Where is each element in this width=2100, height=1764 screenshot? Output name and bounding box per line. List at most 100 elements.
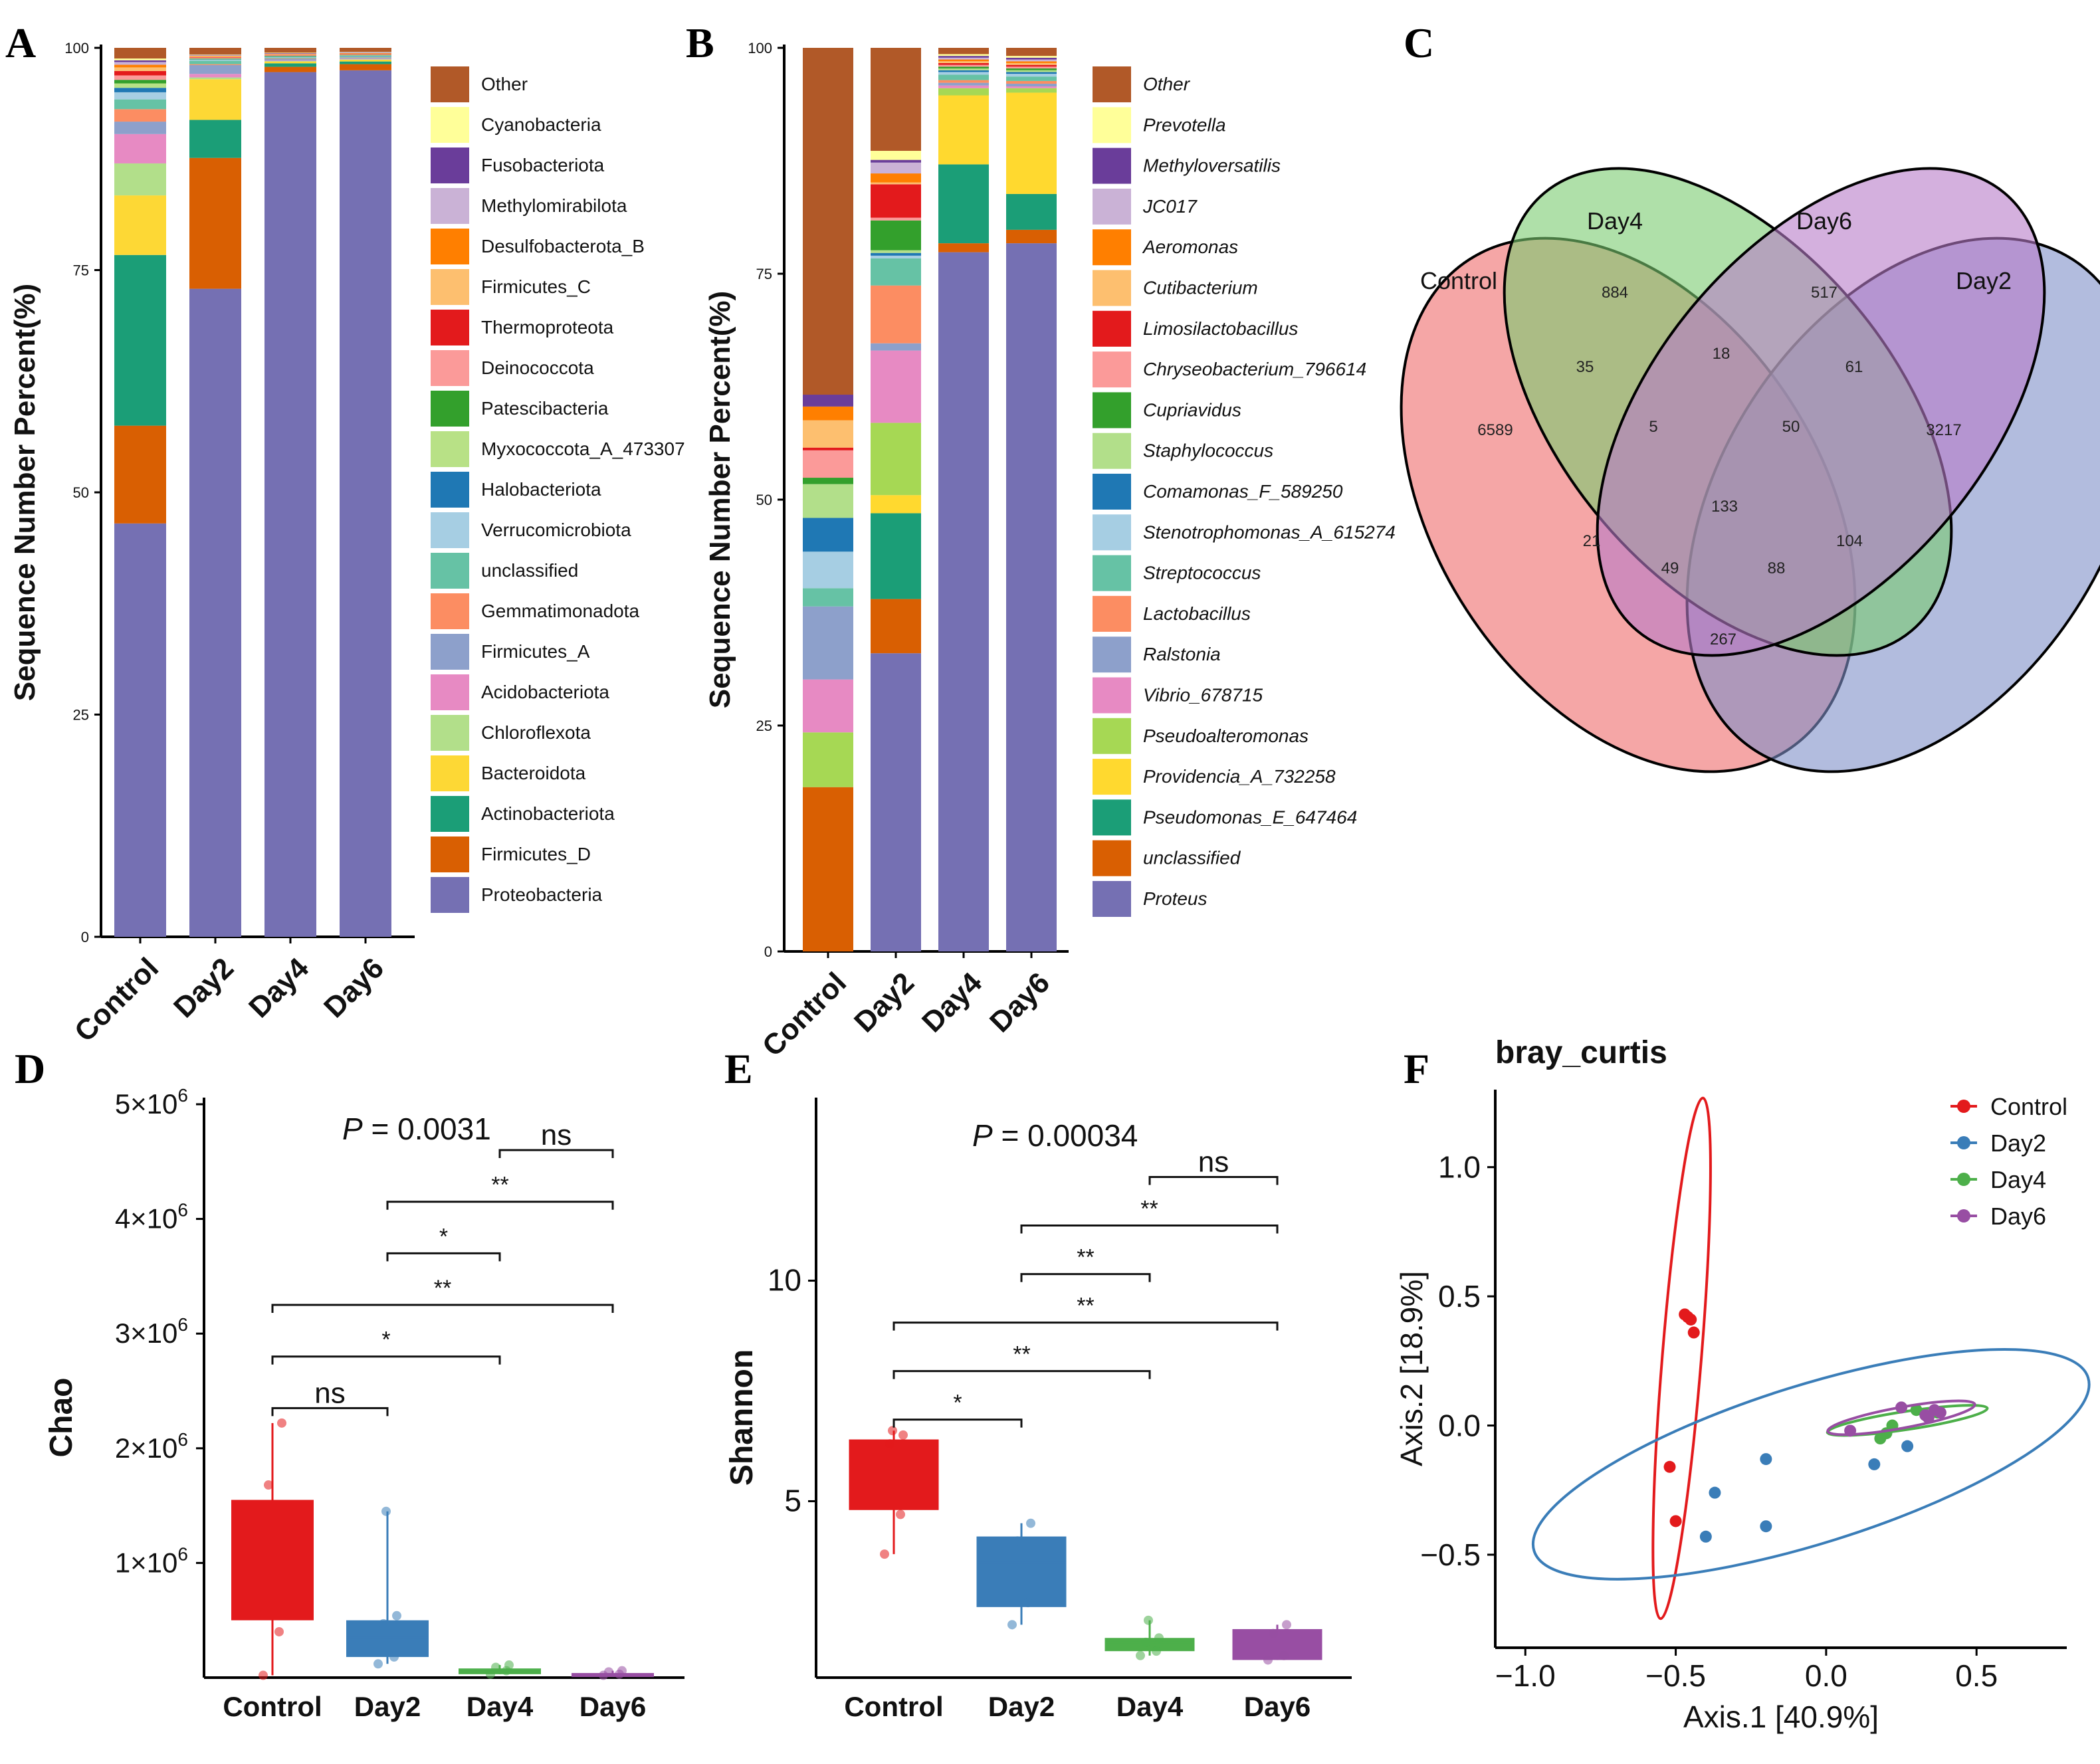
legend-swatch: [431, 674, 469, 710]
bar-segment: [803, 447, 853, 450]
x-tick-label: Day6: [318, 951, 390, 1024]
significance-bracket: [271, 1304, 614, 1314]
legend-label: Aeromonas: [1142, 237, 1238, 257]
bar-segment: [189, 48, 241, 54]
y-tick-times-ten: ×10: [130, 1547, 177, 1578]
confidence-ellipse: [1651, 1096, 1712, 1620]
data-point: [617, 1666, 627, 1676]
data-point: [604, 1667, 613, 1677]
bar-segment: [871, 48, 921, 151]
y-tick-label: 4×106: [115, 1200, 188, 1234]
bar-segment: [938, 74, 989, 80]
data-point: [1263, 1655, 1273, 1665]
legend-label: Day6: [1990, 1203, 2046, 1230]
data-point: [1154, 1633, 1164, 1643]
box-iqr: [849, 1439, 939, 1510]
y-tick-exponent: 6: [177, 1085, 188, 1106]
legend-label: Staphylococcus: [1143, 441, 1273, 461]
significance-label: ns: [1198, 1146, 1229, 1179]
bar-segment: [264, 52, 316, 53]
bar-segment: [264, 60, 316, 61]
legend-swatch: [1093, 799, 1131, 836]
bar-segment: [114, 70, 166, 76]
legend-label: Other: [481, 74, 528, 94]
significance-bracket: [386, 1201, 614, 1210]
venn-region-count: 517: [1811, 284, 1838, 302]
legend-swatch: [1093, 555, 1131, 591]
scatter-point: [1687, 1326, 1700, 1339]
legend-label: Cyanobacteria: [481, 114, 601, 135]
bar-segment: [938, 57, 989, 60]
legend-marker: [1957, 1173, 1970, 1186]
venn-region-count: 61: [1845, 358, 1863, 376]
x-tick-label: Day2: [167, 951, 240, 1024]
scatter-point: [1663, 1460, 1676, 1473]
data-point: [379, 1618, 388, 1628]
legend-label: Day2: [1990, 1129, 2046, 1157]
panel-c-venn: Control Day4 Day6 Day2 6589 884 517 3217 35 18 61 5…: [1400, 167, 2100, 773]
bar-segment: [871, 653, 921, 951]
bar-segment: [1006, 62, 1057, 65]
bar-segment: [871, 285, 921, 343]
y-tick-label: 0: [764, 943, 772, 960]
y-tick-label: 10: [768, 1263, 801, 1298]
y-tick-mantissa: 4: [115, 1203, 130, 1234]
panel-e-shannon-boxplot: 5 10 Shannon P = 0.00034 Control Day2 Day4 Day6…: [724, 1098, 1352, 1722]
legend-label: Vibrio_678715: [1143, 685, 1263, 706]
venn-region-count: 18: [1713, 345, 1731, 363]
x-tick-label: −1.0: [1495, 1658, 1556, 1693]
bar-segment: [264, 61, 316, 64]
bar-segment: [340, 52, 391, 54]
legend-label: Providencia_A_732258: [1143, 766, 1336, 787]
data-point: [1007, 1620, 1017, 1630]
y-tick-label: 100: [64, 40, 89, 56]
bar-segment: [340, 52, 391, 53]
bar-segment: [340, 61, 391, 64]
bar-segment: [114, 425, 166, 524]
scatter-point: [1844, 1424, 1857, 1437]
bar-segment: [938, 70, 989, 72]
data-point: [392, 1611, 401, 1620]
data-point: [1023, 1598, 1033, 1608]
significance-label: *: [381, 1327, 390, 1353]
x-tick-label: Day6: [984, 966, 1056, 1038]
y-tick-label: 0.5: [1438, 1279, 1481, 1314]
legend-swatch: [1093, 229, 1131, 266]
venn-region-count: 884: [1602, 284, 1628, 302]
y-tick-label: 25: [73, 707, 89, 724]
venn-region-count: 49: [1661, 559, 1679, 577]
y-tick-label: 1.0: [1438, 1150, 1481, 1185]
panel-label-b: B: [686, 19, 714, 66]
bar-segment: [871, 182, 921, 185]
legend-swatch: [1093, 433, 1131, 469]
bar-segment: [871, 173, 921, 183]
box-iqr: [231, 1500, 314, 1620]
y-axis-title: Axis.2 [18.9%]: [1394, 1271, 1429, 1466]
bar-segment: [189, 58, 241, 59]
data-point: [1141, 1637, 1150, 1647]
bar-segment: [264, 56, 316, 57]
legend-swatch: [1093, 881, 1131, 917]
y-tick-times-ten: ×10: [130, 1203, 177, 1234]
bar-segment: [938, 82, 989, 86]
scatter-point: [1699, 1530, 1712, 1543]
bar-segment: [114, 48, 166, 59]
x-tick-label: Day4: [467, 1691, 534, 1722]
bar-segment: [938, 85, 989, 88]
x-axis-title: Axis.1 [40.9%]: [1683, 1700, 1879, 1734]
bar-segment: [340, 59, 391, 62]
bar-segment: [871, 495, 921, 514]
y-tick-times-ten: ×10: [130, 1318, 177, 1349]
significance-bracket: [498, 1149, 614, 1159]
x-tick-label: 0.5: [1955, 1658, 1998, 1693]
p-value: = 0.00034: [993, 1118, 1138, 1153]
legend-swatch: [1093, 351, 1131, 388]
venn-set-label: Day6: [1796, 207, 1852, 235]
box-iqr: [976, 1536, 1067, 1607]
legend-swatch: [431, 593, 469, 629]
bar-segment: [871, 599, 921, 654]
y-axis-title: Sequence Number Percent(%): [704, 291, 736, 708]
x-tick-label: Control: [223, 1691, 322, 1722]
p-symbol: P: [342, 1112, 363, 1146]
bar-segment: [803, 478, 853, 484]
